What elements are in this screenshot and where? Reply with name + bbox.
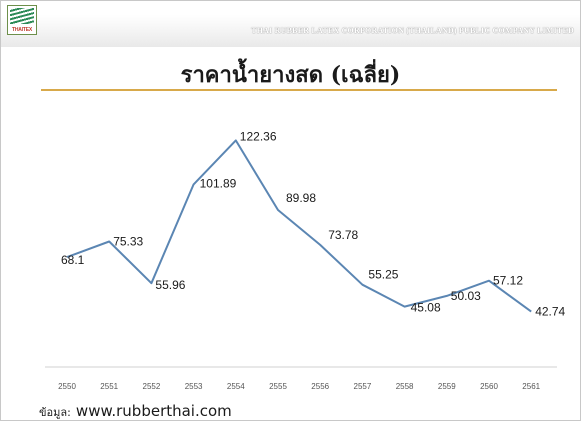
x-tick-label: 2554 — [227, 382, 245, 391]
series-line — [66, 139, 532, 313]
x-tick-label: 2553 — [185, 382, 203, 391]
data-label: 73.78 — [328, 228, 358, 242]
x-tick-label: 2558 — [396, 382, 414, 391]
company-logo: THAITEX — [7, 5, 37, 35]
x-tick-label: 2555 — [269, 382, 287, 391]
data-label: 122.36 — [240, 129, 277, 143]
data-label: 55.25 — [368, 268, 398, 282]
x-tick-label: 2556 — [311, 382, 329, 391]
data-label: 42.74 — [535, 305, 565, 319]
data-label: 101.89 — [200, 176, 237, 190]
x-tick-label: 2557 — [354, 382, 372, 391]
x-tick-label: 2551 — [100, 382, 118, 391]
data-label: 75.33 — [113, 235, 143, 249]
x-tick-label: 2552 — [143, 382, 161, 391]
x-tick-label: 2560 — [480, 382, 498, 391]
title-rule — [41, 89, 557, 91]
data-label: 55.96 — [155, 278, 185, 292]
x-tick-label: 2561 — [522, 382, 540, 391]
source-url: www.rubberthai.com — [75, 402, 232, 420]
logo-text: THAITEX — [12, 27, 32, 33]
x-tick-label: 2559 — [438, 382, 456, 391]
x-tick-label: 2550 — [58, 382, 76, 391]
data-label: 57.12 — [493, 274, 523, 288]
data-labels: 68.1 75.33 55.96 101.89 122.36 89.98 73.78 55.2… — [61, 129, 566, 318]
header-band — [1, 1, 580, 47]
data-label: 50.03 — [451, 289, 481, 303]
source-label: ข้อมูล: — [39, 406, 71, 419]
logo-stripes-icon — [10, 8, 34, 24]
source-note: ข้อมูล: www.rubberthai.com — [39, 401, 232, 421]
data-label: 45.08 — [411, 301, 441, 315]
data-label: 68.1 — [61, 253, 85, 267]
company-name: THAI RUBBER LATEX CORPORATION (THAILAND)… — [251, 26, 574, 35]
chart-title: ราคาน้ำยางสด (เฉลี่ย) — [180, 62, 401, 88]
x-tick-labels: 2550 2551 2552 2553 2554 2555 2556 2557 2558 2559… — [58, 382, 541, 391]
data-label: 89.98 — [286, 191, 316, 205]
